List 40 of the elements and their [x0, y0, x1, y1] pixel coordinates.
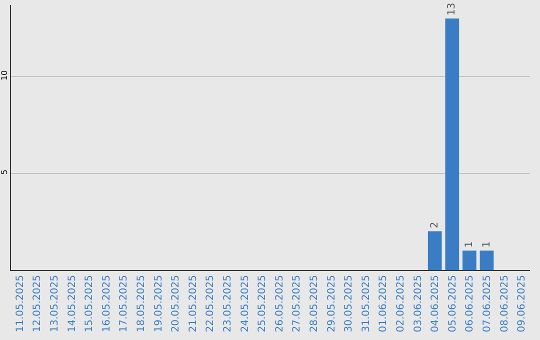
x-tick-label: 31.05.2025: [360, 275, 372, 332]
x-tick-label: 19.05.2025: [153, 275, 164, 332]
data-label: 2: [429, 222, 440, 228]
x-tick-label: 25.05.2025: [257, 275, 268, 332]
x-tick-label: 03.06.2025: [412, 275, 424, 332]
x-tick-label: 15.05.2025: [84, 275, 96, 332]
bar: [462, 250, 476, 270]
x-tick-label: 05.06.2025: [447, 275, 458, 332]
x-tick-label: 20.05.2025: [170, 275, 182, 332]
x-tick-label: 30.05.2025: [344, 275, 355, 332]
data-label: 1: [464, 241, 475, 248]
x-tick-label: 01.06.2025: [378, 275, 390, 332]
x-tick-label: 17.05.2025: [118, 275, 130, 332]
y-tick-label: 5: [0, 170, 9, 175]
bar: [445, 18, 460, 270]
x-tick-label: 09.06.2025: [516, 275, 528, 332]
x-tick-label: 07.06.2025: [482, 275, 493, 332]
data-label: 1: [481, 241, 492, 248]
x-tick-label: 14.05.2025: [66, 275, 78, 332]
bar: [480, 250, 494, 270]
x-tick-label: 02.06.2025: [396, 275, 406, 332]
y-tick-label: 10: [0, 70, 9, 80]
x-tick-label: 27.05.2025: [292, 275, 303, 332]
data-label: 13: [446, 2, 458, 16]
x-tick-label: 29.05.2025: [326, 275, 338, 332]
x-tick-label: 08.06.2025: [499, 275, 510, 332]
x-tick-label: 23.05.2025: [222, 275, 234, 332]
x-tick-label: 11.05.2025: [14, 275, 26, 332]
x-tick-label: 22.05.2025: [205, 275, 216, 332]
bar: [428, 231, 442, 270]
x-tick-label: 06.06.2025: [464, 275, 476, 332]
x-tick-label: 18.05.2025: [136, 275, 147, 332]
x-tick-label: 28.05.2025: [309, 275, 320, 332]
x-tick-label: 26.05.2025: [274, 275, 286, 332]
x-tick-label: 04.06.2025: [430, 275, 442, 332]
x-tick-label: 13.05.2025: [50, 275, 60, 332]
x-tick-label: 12.05.2025: [32, 275, 44, 332]
x-tick-label: 16.05.2025: [101, 275, 112, 332]
x-tick-label: 21.05.2025: [188, 275, 199, 332]
x-tick-label: 24.05.2025: [240, 275, 251, 332]
